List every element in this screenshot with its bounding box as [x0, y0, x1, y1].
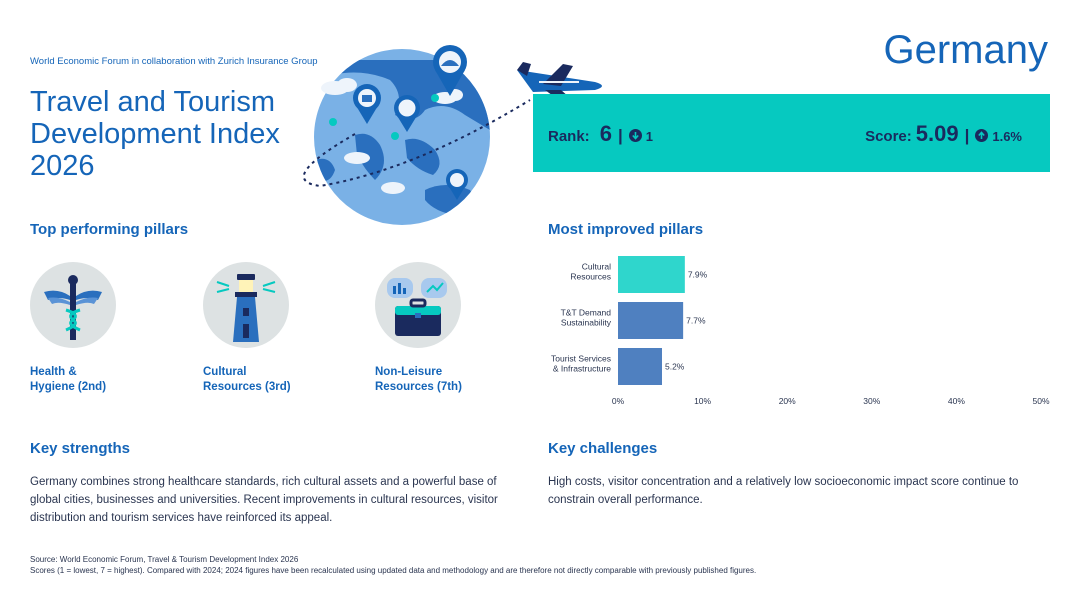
key-challenges-text: High costs, visitor concentration and a … [548, 476, 1019, 506]
location-pin-icon [446, 169, 468, 200]
chart-bar [618, 348, 662, 385]
rank-separator: | [617, 126, 623, 145]
footer-source: Source: World Economic Forum, Travel & T… [30, 555, 299, 564]
location-pin-icon [433, 45, 467, 96]
page-title: Travel and Tourism Development Index 202… [30, 86, 280, 182]
chart-bar [618, 302, 684, 339]
pillar-cultural: Cultural Resources (3rd) [203, 262, 333, 393]
location-pin-icon [394, 95, 420, 132]
chart-category-label: & Infrastructure [553, 364, 611, 374]
pillar-label-line: Cultural [203, 366, 247, 378]
rank-score-band [533, 94, 1050, 172]
lighthouse-icon [216, 274, 276, 342]
rank-change: 1 [645, 129, 653, 144]
chart-category-label: Resources [570, 272, 611, 282]
pillar-label-line: Non-Leisure [375, 366, 443, 378]
key-strengths-title: Key strengths [30, 440, 131, 457]
score-block: Score: 5.09 | 1.6% [865, 121, 1022, 147]
location-pin-icon [353, 84, 381, 124]
score-change: 1.6% [992, 129, 1022, 144]
pillar-label-line: Resources (7th) [375, 381, 462, 393]
score-separator: | [964, 126, 970, 145]
pillar-nonleisure: Non-Leisure Resources (7th) [375, 262, 505, 393]
pillar-label: Health & Hygiene (2nd) [30, 365, 160, 395]
pillar-label-line: Resources (3rd) [203, 381, 291, 393]
briefcase-icon [387, 278, 447, 336]
pillar-icon-circle [30, 262, 116, 348]
chart-category-label: T&T Demand [561, 308, 612, 318]
chart-tick-label: 20% [779, 396, 796, 406]
key-strengths-text: Germany combines strong healthcare stand… [30, 476, 498, 524]
chart-tick-label: 50% [1032, 396, 1049, 406]
pillar-label-line: Health & [30, 366, 77, 378]
chart-value-label: 5.2% [665, 362, 685, 372]
key-challenges-title: Key challenges [548, 440, 658, 457]
rank-label: Rank: [548, 128, 590, 145]
pillar-health: Health & Hygiene (2nd) [30, 262, 160, 393]
chart-category-label: Cultural [582, 262, 611, 272]
top-pillars-title: Top performing pillars [30, 221, 189, 238]
footer: Source: World Economic Forum, Travel & T… [30, 554, 1030, 576]
chart-value-label: 7.9% [688, 270, 708, 280]
pillar-label: Non-Leisure Resources (7th) [375, 365, 505, 395]
footer-note: Scores (1 = lowest, 7 = highest). Compar… [30, 566, 757, 575]
chart-category-label: Tourist Services [551, 354, 611, 364]
arrow-down-icon [628, 129, 642, 142]
chart-tick-label: 0% [612, 396, 625, 406]
chart-category-label: Sustainability [561, 318, 612, 328]
rank-value: 6 [599, 121, 612, 146]
most-improved-title: Most improved pillars [548, 221, 704, 238]
chart-bar [618, 256, 685, 293]
score-value: 5.09 [915, 121, 959, 146]
score-label: Score: [865, 128, 912, 145]
chart-tick-label: 30% [863, 396, 880, 406]
chart-tick-label: 10% [694, 396, 711, 406]
pillar-icon-circle [375, 262, 461, 348]
pillar-icon-circle [203, 262, 289, 348]
arrow-up-icon [975, 129, 989, 142]
globe-illustration [302, 45, 602, 225]
pillar-label-line: Hygiene (2nd) [30, 381, 107, 393]
country-name: Germany [883, 28, 1049, 72]
rank-block: Rank: 6 | 1 [548, 121, 653, 147]
chart-value-label: 7.7% [686, 316, 706, 326]
pillar-label: Cultural Resources (3rd) [203, 365, 333, 395]
chart-tick-label: 40% [948, 396, 965, 406]
byline: World Economic Forum in collaboration wi… [30, 56, 318, 67]
caduceus-icon [44, 275, 102, 340]
